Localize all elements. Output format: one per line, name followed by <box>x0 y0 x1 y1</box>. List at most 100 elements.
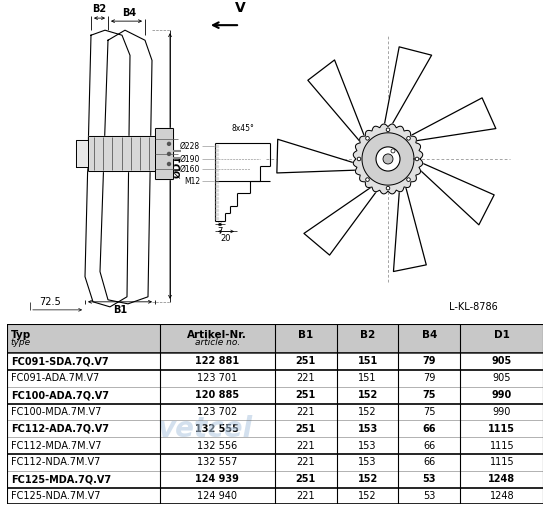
Text: B2: B2 <box>92 4 107 14</box>
Text: 123 701: 123 701 <box>197 373 238 383</box>
Text: 122 881: 122 881 <box>195 356 239 367</box>
Text: 79: 79 <box>423 373 436 383</box>
Text: 132 555: 132 555 <box>195 424 239 434</box>
Text: ØD1: ØD1 <box>173 155 183 177</box>
Text: Ø190: Ø190 <box>180 155 200 163</box>
Text: 905: 905 <box>492 356 512 367</box>
Circle shape <box>366 178 369 182</box>
Polygon shape <box>85 30 130 307</box>
Circle shape <box>391 149 395 153</box>
Circle shape <box>415 157 419 161</box>
Text: FC112-NDA.7M.V7: FC112-NDA.7M.V7 <box>11 457 100 467</box>
Circle shape <box>168 153 170 156</box>
Text: 152: 152 <box>358 491 377 501</box>
Text: 1115: 1115 <box>488 424 515 434</box>
Circle shape <box>168 162 170 165</box>
Text: vetcel: vetcel <box>158 415 253 443</box>
Text: FC091-ADA.7M.V7: FC091-ADA.7M.V7 <box>11 373 99 383</box>
Text: 990: 990 <box>492 390 512 400</box>
Text: FC100-ADA.7Q.V7: FC100-ADA.7Q.V7 <box>11 390 109 400</box>
Polygon shape <box>155 128 173 179</box>
Text: 123 702: 123 702 <box>197 407 238 417</box>
Text: 79: 79 <box>422 356 436 367</box>
Polygon shape <box>362 133 414 185</box>
Bar <box>7 488 543 504</box>
Text: L-KL-8786: L-KL-8786 <box>449 302 498 312</box>
Text: B2: B2 <box>360 330 375 340</box>
Bar <box>7 454 543 471</box>
Polygon shape <box>277 139 360 173</box>
Text: 905: 905 <box>493 373 511 383</box>
Text: Ø160: Ø160 <box>180 164 200 173</box>
Text: FC100-MDA.7M.V7: FC100-MDA.7M.V7 <box>11 407 101 417</box>
Polygon shape <box>383 47 432 129</box>
Text: 153: 153 <box>359 457 377 467</box>
Text: 153: 153 <box>359 441 377 451</box>
Text: 221: 221 <box>296 407 315 417</box>
Text: Artikel-Nr.: Artikel-Nr. <box>188 330 248 340</box>
Text: 221: 221 <box>296 373 315 383</box>
Text: 124 939: 124 939 <box>195 474 239 484</box>
Text: FC091-SDA.7Q.V7: FC091-SDA.7Q.V7 <box>11 356 108 367</box>
Polygon shape <box>304 186 379 255</box>
Text: 120 885: 120 885 <box>195 390 239 400</box>
Text: 8x45°: 8x45° <box>232 124 255 133</box>
Text: 152: 152 <box>358 407 377 417</box>
Polygon shape <box>393 184 426 272</box>
Text: 251: 251 <box>296 390 316 400</box>
Text: 75: 75 <box>423 407 436 417</box>
Circle shape <box>168 142 170 146</box>
Bar <box>7 420 543 437</box>
Text: 132 557: 132 557 <box>197 457 238 467</box>
Text: 990: 990 <box>493 407 511 417</box>
Text: FC125-MDA.7Q.V7: FC125-MDA.7Q.V7 <box>11 474 111 484</box>
Text: 221: 221 <box>296 441 315 451</box>
Text: 1115: 1115 <box>490 457 514 467</box>
Text: V: V <box>235 1 245 15</box>
Circle shape <box>386 128 390 132</box>
Text: 251: 251 <box>296 474 316 484</box>
Polygon shape <box>100 30 152 304</box>
Circle shape <box>366 136 369 140</box>
Text: 1248: 1248 <box>488 474 515 484</box>
Bar <box>7 387 543 404</box>
Polygon shape <box>353 124 423 194</box>
Text: 53: 53 <box>422 474 436 484</box>
Text: B4: B4 <box>123 8 136 18</box>
Text: 7: 7 <box>217 227 223 236</box>
Bar <box>7 324 543 353</box>
Text: 66: 66 <box>423 441 436 451</box>
Text: 20: 20 <box>221 234 231 243</box>
Text: 75: 75 <box>422 390 436 400</box>
Polygon shape <box>417 161 494 225</box>
Polygon shape <box>76 140 88 167</box>
Text: 221: 221 <box>296 491 315 501</box>
Text: 152: 152 <box>358 390 378 400</box>
Circle shape <box>406 178 410 182</box>
Text: article no.: article no. <box>195 338 240 347</box>
Bar <box>7 370 543 387</box>
Text: 151: 151 <box>358 356 378 367</box>
Text: B4: B4 <box>422 330 437 340</box>
Circle shape <box>383 154 393 164</box>
Polygon shape <box>308 60 366 144</box>
Text: 251: 251 <box>296 424 316 434</box>
Text: 1248: 1248 <box>490 491 514 501</box>
Text: 153: 153 <box>358 424 378 434</box>
Text: M12: M12 <box>184 176 200 186</box>
Text: 251: 251 <box>296 356 316 367</box>
Polygon shape <box>88 136 155 171</box>
Text: 53: 53 <box>423 491 436 501</box>
Text: Ø228: Ø228 <box>180 141 200 151</box>
Text: B1: B1 <box>113 305 127 315</box>
Polygon shape <box>409 98 496 141</box>
Circle shape <box>406 136 410 140</box>
Text: 152: 152 <box>358 474 378 484</box>
Text: 72.5: 72.5 <box>39 297 61 307</box>
Bar <box>7 471 543 488</box>
Text: 124 940: 124 940 <box>197 491 237 501</box>
Text: type: type <box>11 338 31 347</box>
Circle shape <box>357 157 361 161</box>
Text: 132 556: 132 556 <box>197 441 238 451</box>
Circle shape <box>376 147 400 171</box>
